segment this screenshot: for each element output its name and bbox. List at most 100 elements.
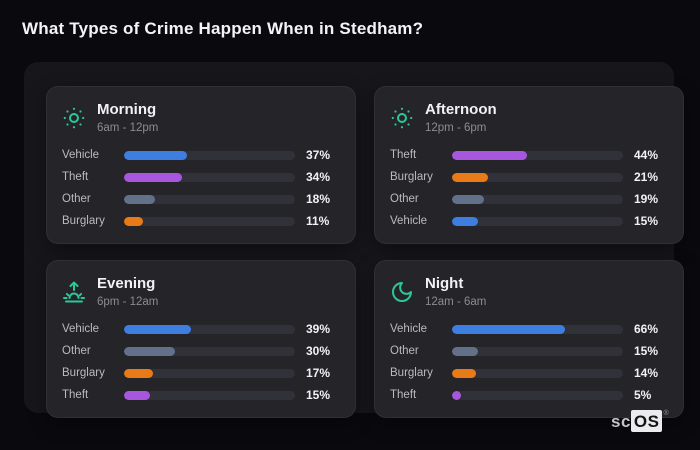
bar-fill [452,216,478,226]
card-time-range: 12pm - 6pm [425,121,487,134]
crime-row: Theft 34% [62,170,340,184]
card-header: Night 12am - 6am [390,275,668,308]
crime-row: Vehicle 39% [62,322,340,336]
percent-value: 39% [306,322,331,336]
bar-fill [452,368,476,378]
card-time-range: 6pm - 12am [97,295,159,308]
percent-value: 11% [306,214,330,228]
bar-track [452,172,623,182]
percent-value: 34% [306,170,331,184]
bar-fill [452,346,478,356]
crime-label: Vehicle [390,323,428,335]
crime-row: Other 18% [62,192,340,206]
percent-value: 14% [634,366,659,380]
bar-fill [124,390,150,400]
crime-label: Theft [390,389,417,401]
crime-card-morning: Morning 6am - 12pm Vehicle 37% Theft 34%… [46,86,356,244]
bar-track [124,390,295,400]
brand-prefix: sc [611,412,631,431]
crime-label: Theft [390,149,417,161]
crime-row: Burglary 17% [62,366,340,380]
bar-track [452,368,623,378]
bar-fill [124,172,183,182]
percent-value: 18% [306,192,331,206]
crime-label: Other [62,193,91,205]
percent-value: 15% [306,388,331,402]
bar-fill [452,324,565,334]
bar-track [124,324,295,334]
card-header: Evening 6pm - 12am [62,275,340,308]
bar-fill [124,368,154,378]
bar-track [452,150,623,160]
percent-value: 19% [634,192,659,206]
moon-icon [390,280,414,304]
crime-label: Burglary [390,171,433,183]
percent-value: 66% [634,322,659,336]
crime-row: Other 30% [62,344,340,358]
brand-logo: sc OS ® [611,410,669,432]
bar-track [124,194,295,204]
bar-fill [124,194,155,204]
card-title: Evening [97,275,156,292]
crime-row: Theft 5% [390,388,668,402]
crime-row: Vehicle 37% [62,148,340,162]
percent-value: 5% [634,388,652,402]
crime-label: Burglary [62,367,105,379]
crime-card-night: Night 12am - 6am Vehicle 66% Other 15% B… [374,260,684,418]
bar-fill [452,172,488,182]
sun-icon [62,106,86,130]
crime-label: Burglary [390,367,433,379]
crime-label: Vehicle [62,323,100,335]
bar-track [124,216,295,226]
bar-track [124,368,295,378]
crime-row: Burglary 11% [62,214,340,228]
crime-row: Other 15% [390,344,668,358]
bar-track [124,150,295,160]
crime-row: Burglary 14% [390,366,668,380]
bar-track [452,194,623,204]
sun-icon [390,106,414,130]
percent-value: 15% [634,344,659,358]
card-time-range: 12am - 6am [425,295,487,308]
bar-fill [124,150,188,160]
brand-box: OS [630,410,663,432]
percent-value: 44% [634,148,659,162]
crime-label: Burglary [62,215,105,227]
crime-card-afternoon: Afternoon 12pm - 6pm Theft 44% Burglary … [374,86,684,244]
bar-fill [124,216,143,226]
crime-label: Theft [62,171,89,183]
bar-track [452,390,623,400]
sunrise-icon [62,280,86,304]
bar-track [124,172,295,182]
crime-label: Other [62,345,91,357]
percent-value: 37% [306,148,331,162]
crime-label: Theft [62,389,89,401]
percent-value: 30% [306,344,331,358]
crime-row: Other 19% [390,192,668,206]
percent-value: 21% [634,170,659,184]
percent-value: 15% [634,214,659,228]
crime-label: Other [390,193,419,205]
card-header: Morning 6am - 12pm [62,101,340,134]
crime-row: Theft 15% [62,388,340,402]
bar-fill [452,194,485,204]
page-title: What Types of Crime Happen When in Stedh… [22,19,424,38]
card-title: Morning [97,101,157,118]
bar-track [452,216,623,226]
card-title: Afternoon [425,101,497,118]
card-title: Night [425,275,464,292]
card-header: Afternoon 12pm - 6pm [390,101,668,134]
bar-fill [124,324,191,334]
bar-track [124,346,295,356]
percent-value: 17% [306,366,331,380]
card-time-range: 6am - 12pm [97,121,159,134]
crime-card-evening: Evening 6pm - 12am Vehicle 39% Other 30%… [46,260,356,418]
bar-fill [452,150,528,160]
bar-track [452,324,623,334]
crime-row: Vehicle 15% [390,214,668,228]
crime-row: Theft 44% [390,148,668,162]
bar-track [452,346,623,356]
registered-mark-icon: ® [663,410,669,417]
crime-row: Burglary 21% [390,170,668,184]
crime-label: Other [390,345,419,357]
